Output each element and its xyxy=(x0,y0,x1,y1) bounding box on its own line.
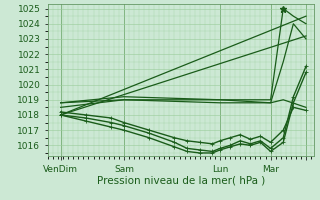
X-axis label: Pression niveau de la mer( hPa ): Pression niveau de la mer( hPa ) xyxy=(97,175,265,185)
